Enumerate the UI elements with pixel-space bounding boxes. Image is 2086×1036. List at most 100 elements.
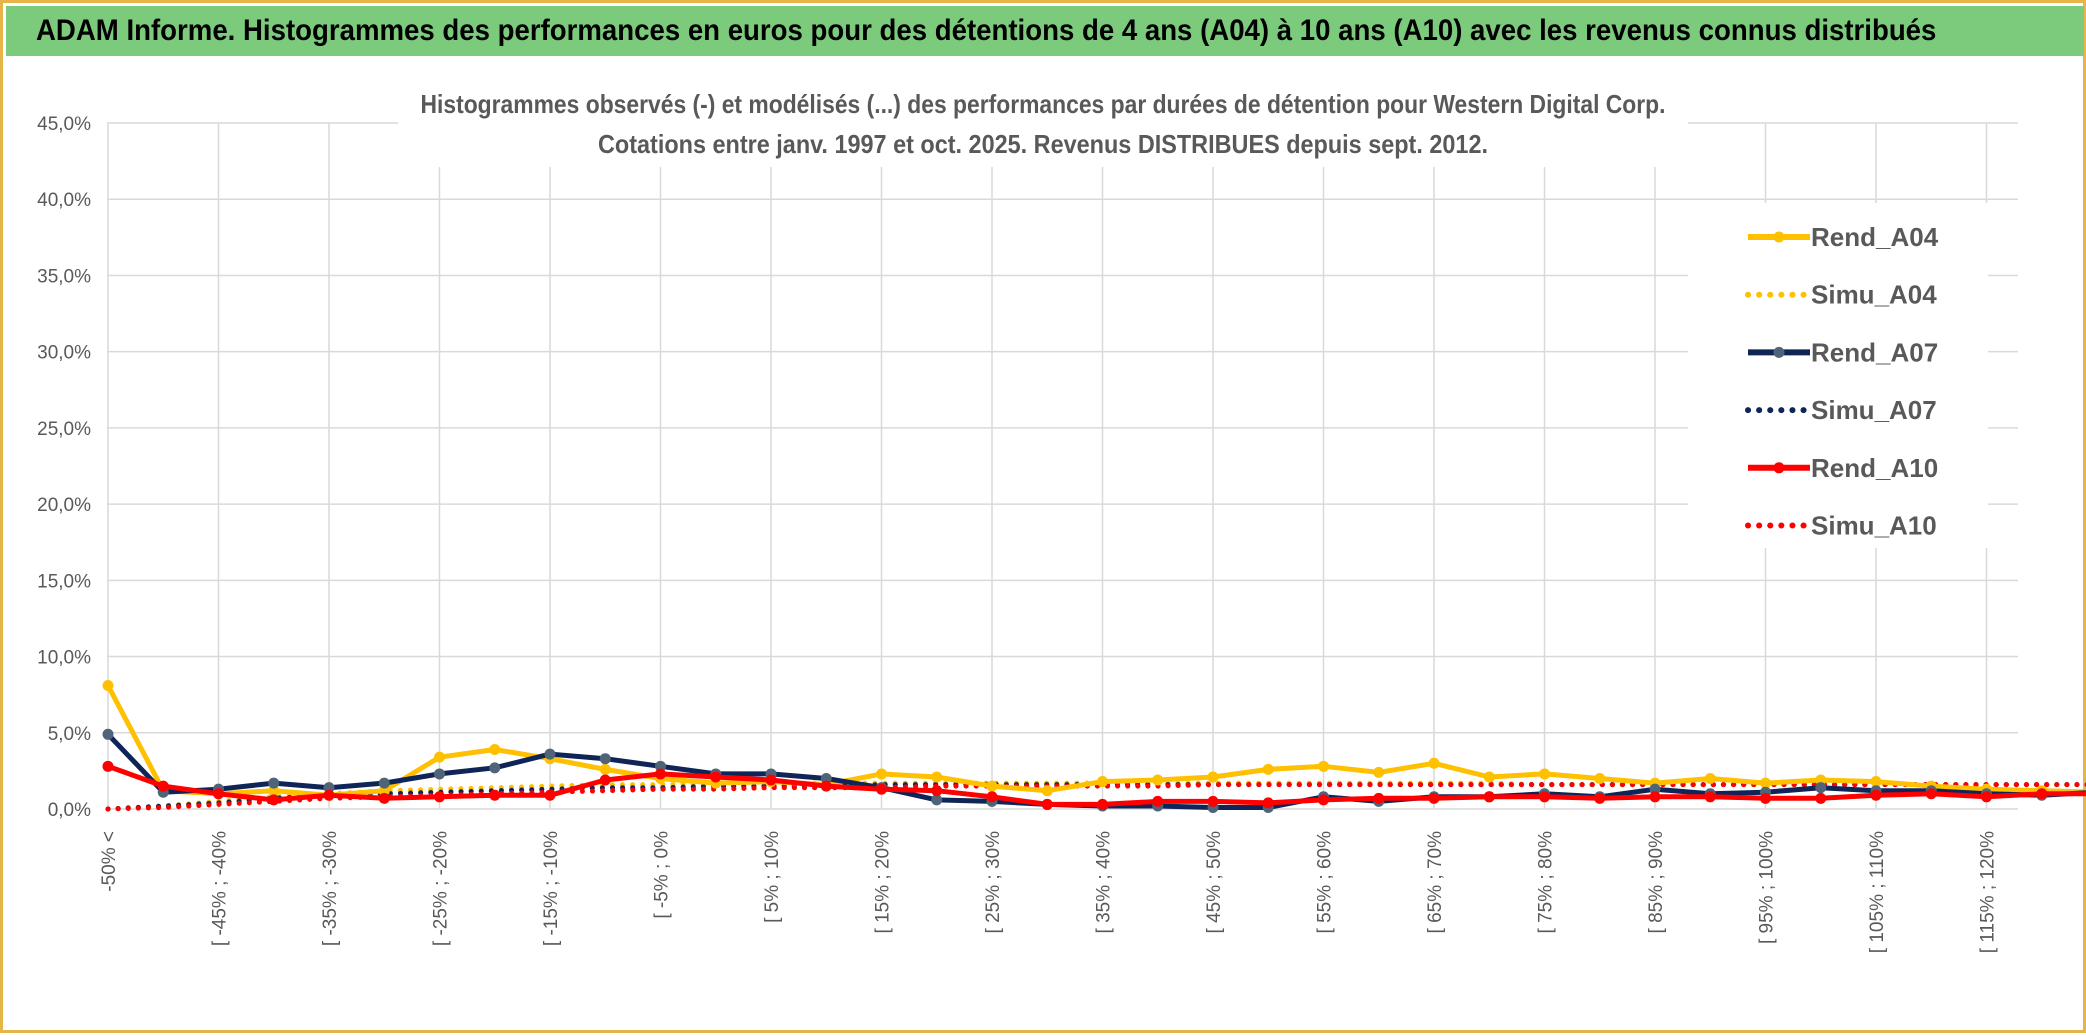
data-point-rend_a07 (434, 768, 445, 779)
data-point-rend_a04 (1042, 785, 1053, 796)
data-point-rend_a10 (1152, 796, 1163, 807)
data-point-rend_a10 (2036, 788, 2047, 799)
data-point-rend_a04 (434, 752, 445, 763)
data-point-rend_a10 (324, 790, 335, 801)
y-tick-label: 45,0% (37, 114, 91, 135)
data-point-rend_a10 (1650, 791, 1661, 802)
x-tick-label: [ 95% ; 100% (1757, 831, 1778, 944)
x-tick-label: [ 35% ; 40% (1094, 831, 1115, 934)
legend-marker (1774, 462, 1785, 473)
data-point-rend_a10 (158, 781, 169, 792)
x-tick-label: [ 105% ; 110% (1867, 831, 1888, 953)
data-point-rend_a10 (1263, 797, 1274, 808)
legend-label: Simu_A07 (1811, 395, 1937, 425)
data-point-rend_a10 (1760, 793, 1771, 804)
data-point-rend_a10 (103, 761, 114, 772)
data-point-rend_a10 (1484, 791, 1495, 802)
data-point-rend_a04 (1152, 775, 1163, 786)
y-tick-label: 25,0% (37, 419, 91, 440)
legend-label: Rend_A04 (1811, 222, 1939, 252)
x-tick-label: [ 55% ; 60% (1315, 831, 1336, 934)
y-tick-label: 40,0% (37, 190, 91, 211)
x-tick-label: [ 65% ; 70% (1425, 831, 1446, 934)
y-tick-label: 30,0% (37, 343, 91, 364)
x-tick-label: [ 5% ; 10% (762, 831, 783, 923)
legend-label: Simu_A10 (1811, 511, 1937, 541)
x-tick-label: [ 85% ; 90% (1646, 831, 1667, 934)
data-point-rend_a10 (931, 785, 942, 796)
data-point-rend_a04 (876, 768, 887, 779)
data-point-rend_a04 (103, 680, 114, 691)
data-point-rend_a10 (710, 771, 721, 782)
data-point-rend_a04 (1594, 773, 1605, 784)
y-tick-label: 10,0% (37, 648, 91, 669)
data-point-rend_a04 (1097, 776, 1108, 787)
data-point-rend_a10 (434, 791, 445, 802)
data-point-rend_a04 (1484, 771, 1495, 782)
data-point-rend_a10 (379, 793, 390, 804)
data-point-rend_a10 (1705, 791, 1716, 802)
data-point-rend_a10 (1042, 799, 1053, 810)
chart: 0,0% 5,0% 10,0% 15,0% 20,0% 25,0% 30,0% 35,0% 40… (3, 3, 2086, 1036)
data-point-rend_a10 (1815, 793, 1826, 804)
data-point-rend_a10 (987, 791, 998, 802)
y-axis: 0,0% 5,0% 10,0% 15,0% 20,0% 25,0% 30,0% 35,0% 40… (37, 114, 91, 821)
data-point-rend_a10 (1871, 790, 1882, 801)
data-point-rend_a07 (103, 729, 114, 740)
x-axis: -50% < [ -45% ; -40% [ -35% ; -30% [ -25% ;… (99, 831, 2086, 955)
chart-title-box: Histogrammes observés (-) et modélisés (… (398, 81, 1688, 167)
data-point-rend_a10 (1981, 791, 1992, 802)
series-line-rend_a07 (108, 561, 2086, 808)
chart-subtitle: Cotations entre janv. 1997 et oct. 2025.… (598, 129, 1488, 159)
legend-label: Rend_A10 (1811, 453, 1938, 483)
data-point-rend_a10 (1594, 793, 1605, 804)
legend-label: Simu_A04 (1811, 280, 1937, 310)
legend-marker (1774, 232, 1785, 243)
data-point-rend_a07 (600, 753, 611, 764)
data-point-rend_a04 (489, 744, 500, 755)
data-point-rend_a10 (766, 775, 777, 786)
data-point-rend_a10 (1097, 799, 1108, 810)
x-tick-label: -50% < (99, 831, 120, 892)
data-point-rend_a04 (1705, 773, 1716, 784)
data-point-rend_a07 (268, 778, 279, 789)
x-tick-label: [ 75% ; 80% (1536, 831, 1557, 934)
data-point-rend_a10 (1926, 788, 1937, 799)
data-point-rend_a10 (821, 781, 832, 792)
data-point-rend_a10 (1373, 793, 1384, 804)
data-point-rend_a10 (655, 768, 666, 779)
y-tick-label: 15,0% (37, 571, 91, 592)
x-tick-label: [ 25% ; 30% (983, 831, 1004, 934)
y-tick-label: 5,0% (48, 724, 91, 745)
data-point-rend_a10 (213, 788, 224, 799)
data-point-rend_a07 (1815, 782, 1826, 793)
data-point-rend_a10 (600, 775, 611, 786)
data-point-rend_a04 (600, 764, 611, 775)
data-point-rend_a10 (1539, 791, 1550, 802)
data-point-rend_a10 (1208, 796, 1219, 807)
x-tick-label: [ 115% ; 120% (1978, 831, 1999, 953)
data-point-rend_a04 (1263, 764, 1274, 775)
data-point-rend_a10 (489, 790, 500, 801)
x-tick-label: [ -5% ; 0% (652, 831, 673, 919)
y-tick-label: 35,0% (37, 266, 91, 287)
data-point-rend_a10 (1318, 794, 1329, 805)
data-point-rend_a07 (489, 762, 500, 773)
data-point-rend_a10 (1429, 793, 1440, 804)
x-tick-label: [ -25% ; -20% (431, 831, 452, 946)
data-point-rend_a04 (931, 771, 942, 782)
data-point-rend_a10 (268, 794, 279, 805)
data-point-rend_a10 (876, 784, 887, 795)
y-tick-label: 0,0% (48, 800, 91, 821)
x-tick-label: [ 45% ; 50% (1204, 831, 1225, 934)
x-tick-label: [ -45% ; -40% (210, 831, 231, 946)
x-tick-label: [ -35% ; -30% (320, 831, 341, 946)
data-point-rend_a04 (987, 781, 998, 792)
data-point-rend_a07 (545, 749, 556, 760)
legend: Rend_A04Simu_A04Rend_A07Simu_A07Rend_A10… (1688, 203, 1988, 548)
data-point-rend_a04 (1208, 771, 1219, 782)
data-point-rend_a04 (1318, 761, 1329, 772)
y-tick-label: 20,0% (37, 495, 91, 516)
data-point-rend_a04 (1373, 767, 1384, 778)
